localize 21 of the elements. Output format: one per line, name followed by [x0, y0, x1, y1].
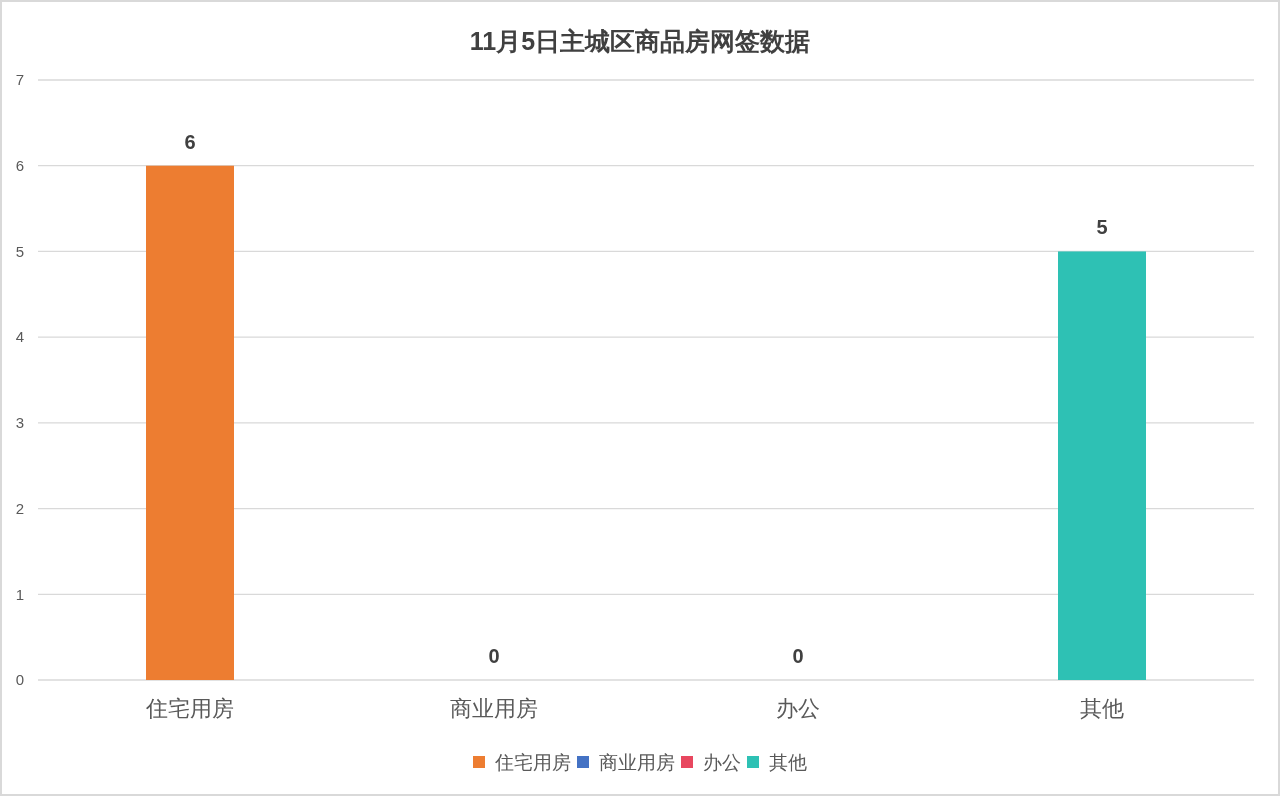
y-tick-label: 7: [15, 71, 24, 89]
y-tick-label: 1: [15, 585, 24, 603]
x-tick-label: 商业用房: [450, 695, 538, 721]
y-tick-label: 3: [15, 414, 24, 432]
data-label: 0: [488, 645, 500, 667]
x-tick-label: 住宅用房: [145, 695, 234, 721]
chart-title: 11月5日主城区商品房网签数据: [469, 27, 811, 55]
x-tick-label: 其他: [1080, 695, 1124, 721]
data-label: 6: [184, 130, 196, 153]
data-label: 0: [792, 645, 804, 667]
y-tick-label: 0: [15, 671, 24, 689]
y-tick-label: 2: [15, 499, 24, 517]
y-tick-label: 6: [15, 157, 24, 175]
legend-label: 商业用房: [599, 752, 675, 773]
legend-label: 住宅用房: [494, 752, 571, 773]
y-tick-label: 5: [15, 242, 24, 260]
y-tick-label: 4: [15, 328, 24, 346]
x-tick-label: 办公: [776, 695, 820, 721]
legend-label: 其他: [769, 752, 807, 773]
legend-label: 办公: [703, 752, 741, 773]
data-label: 5: [1096, 216, 1108, 239]
